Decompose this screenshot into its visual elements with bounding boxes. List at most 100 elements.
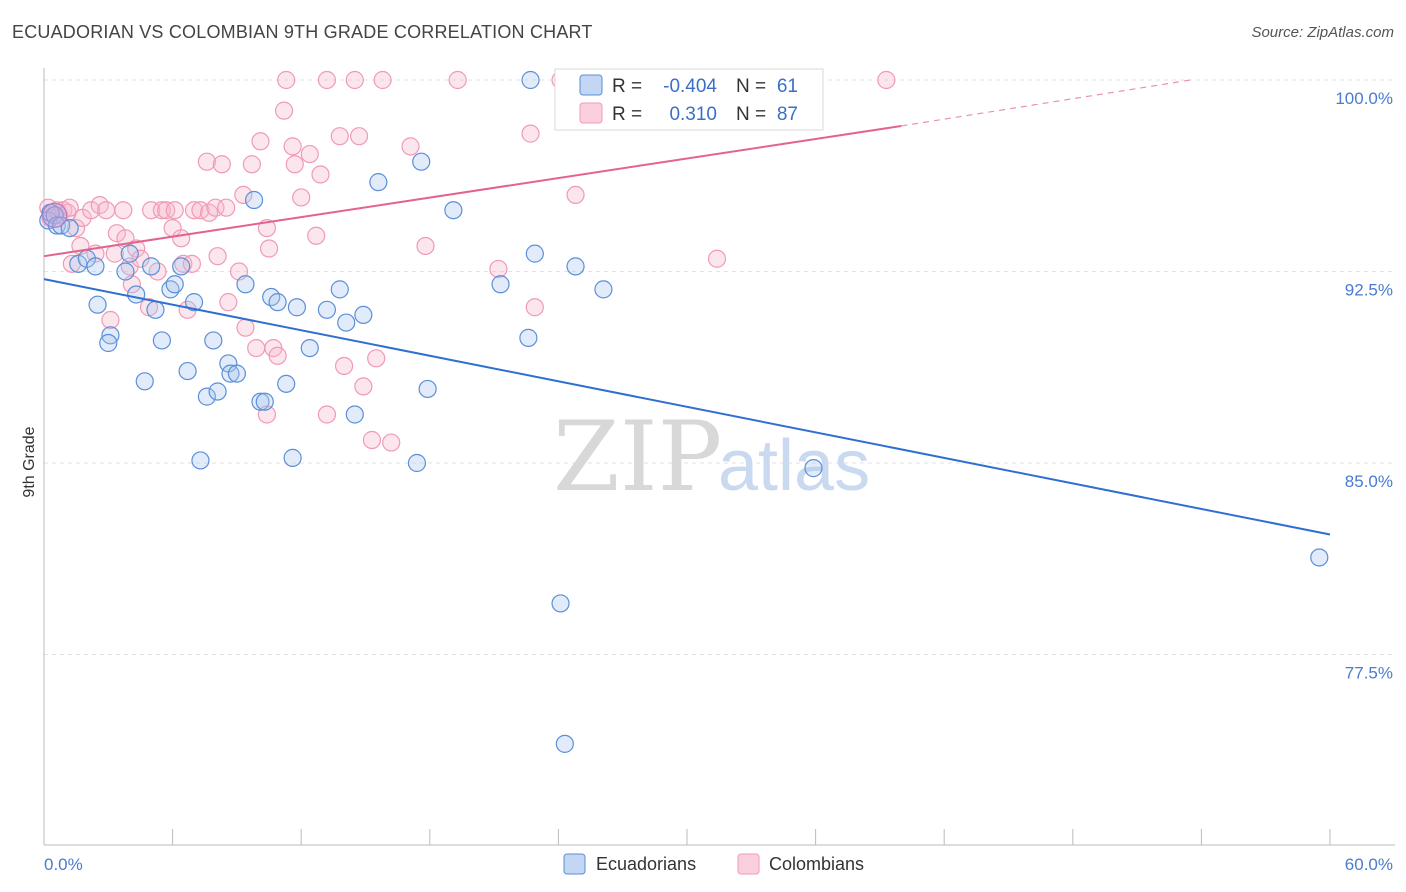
ecuadorians-point-44 <box>345 405 364 424</box>
cluster-point <box>42 202 68 228</box>
legend-colombians-label: Colombians <box>769 854 864 874</box>
ecuadorians-point-11 <box>99 333 118 353</box>
ecuadorians-point-45 <box>354 305 373 325</box>
ecuadorians-point-14 <box>127 285 146 304</box>
x-tick-label-0: 0.0% <box>44 855 83 874</box>
legend-r-label-1: R = <box>612 76 642 97</box>
x-tick-label-1: 60.0% <box>1345 855 1393 874</box>
ecuadorians-point-50 <box>444 201 463 220</box>
colombians-point-64 <box>317 70 337 90</box>
colombians-trend-line <box>43 124 902 258</box>
ecuadorians-point-36 <box>268 293 287 312</box>
colombians-point-81 <box>566 185 585 204</box>
y-tick-label-3: 77.5% <box>1345 664 1393 683</box>
colombians-point-71 <box>367 349 386 368</box>
ecuadorians-point-8 <box>86 257 105 276</box>
colombians-point-18 <box>114 201 133 220</box>
colombians-point-73 <box>382 433 401 452</box>
colombians-point-67 <box>345 70 364 90</box>
ecuadorians-point-24 <box>191 451 210 470</box>
ecuadorians-trend-line <box>43 278 1331 536</box>
colombians-point-62 <box>311 165 330 184</box>
ecuadorians-points <box>39 70 1329 753</box>
ecuadorians-point-39 <box>287 298 307 317</box>
colombians-point-34 <box>182 254 201 273</box>
ecuadorians-point-56 <box>555 734 574 753</box>
ecuadorians-point-18 <box>152 331 171 350</box>
colombians-point-46 <box>236 318 255 337</box>
colombians-point-61 <box>307 226 326 245</box>
ecuadorians-point-27 <box>208 382 227 401</box>
ecuadorians-point-55 <box>551 594 570 613</box>
ecuadorians-point-41 <box>317 300 337 319</box>
colombians-point-86 <box>877 70 896 90</box>
colombians-point-55 <box>274 101 294 120</box>
legend-ecuadorians-label: Ecuadorians <box>596 854 696 874</box>
ecuadorians-point-53 <box>521 70 540 90</box>
colombians-point-63 <box>317 405 337 424</box>
colombians-point-65 <box>330 127 349 146</box>
x-tick-labels: 0.0% 60.0% <box>44 855 1393 874</box>
y-axis-title: 9th Grade <box>21 426 38 497</box>
chart-title: ECUADORIAN VS COLOMBIAN 9TH GRADE CORREL… <box>12 22 593 42</box>
colombians-point-45 <box>234 185 253 204</box>
legend-n-label-1: N = <box>736 76 766 97</box>
ecuadorians-point-52 <box>519 328 538 347</box>
colombians-point-69 <box>354 377 373 396</box>
legend-colombians-swatch <box>737 853 760 875</box>
ecuadorians-point-57 <box>566 257 585 276</box>
colombians-point-85 <box>707 249 727 268</box>
colombians-point-41 <box>212 155 231 174</box>
ecuadorians-point-33 <box>251 392 270 411</box>
correlation-legend: R = -0.404 N = 61 R = 0.310 N = 87 <box>554 68 824 131</box>
colombians-point-39 <box>206 198 225 217</box>
colombians-point-76 <box>448 70 467 90</box>
colombians-point-68 <box>349 127 369 146</box>
colombians-point-14 <box>97 201 116 220</box>
y-tick-label-2: 85.0% <box>1345 472 1393 491</box>
ecuadorians-point-26 <box>204 331 223 350</box>
ecuadorians-point-17 <box>146 300 165 319</box>
ecuadorians-point-25 <box>197 387 216 406</box>
ecuadorians-point-42 <box>330 280 349 299</box>
colombians-point-74 <box>401 137 420 156</box>
colombians-point-52 <box>259 239 279 258</box>
ecuadorians-point-23 <box>184 293 204 312</box>
ecuadorians-point-12 <box>116 262 135 281</box>
colombians-point-17 <box>107 224 126 243</box>
colombians-point-79 <box>525 298 544 317</box>
series-legend: Ecuadorians Colombians <box>563 853 864 875</box>
legend-swatch-blue <box>579 74 603 96</box>
axes <box>43 68 1395 846</box>
colombians-point-31 <box>172 229 191 248</box>
colombians-trend-extension <box>901 79 1191 127</box>
ecuadorians-point-48 <box>412 152 431 171</box>
colombians-point-54 <box>268 346 287 365</box>
colombians-point-78 <box>521 124 540 143</box>
ecuadorians-point-37 <box>277 374 296 393</box>
ecuadorians-point-43 <box>337 313 356 332</box>
legend-ecuadorians-swatch <box>563 853 586 875</box>
ecuadorians-point-22 <box>178 361 197 381</box>
legend-n-value-1: 61 <box>777 76 798 97</box>
legend-n-value-2: 87 <box>777 104 798 125</box>
ecuadorians-point-31 <box>236 275 255 294</box>
colombians-point-72 <box>373 70 392 90</box>
ecuadorians-point-47 <box>407 453 427 473</box>
colombians-point-49 <box>251 132 270 151</box>
ecuadorians-point-13 <box>120 244 139 263</box>
ecuadorians-point-15 <box>135 372 154 391</box>
legend-n-label-2: N = <box>736 104 766 125</box>
colombians-point-57 <box>283 137 302 156</box>
colombians-point-60 <box>300 144 319 164</box>
legend-r-value-1: -0.404 <box>663 76 717 97</box>
legend-r-label-2: R = <box>612 104 642 125</box>
y-tick-label-1: 92.5% <box>1345 281 1393 300</box>
colombians-point-25 <box>142 201 161 220</box>
y-tick-labels: 100.0% 92.5% 85.0% 77.5% <box>1335 89 1393 683</box>
colombians-point-40 <box>208 247 227 266</box>
ecuadorians-point-51 <box>491 275 510 294</box>
colombians-point-48 <box>247 339 266 358</box>
colombians-point-70 <box>362 430 382 450</box>
